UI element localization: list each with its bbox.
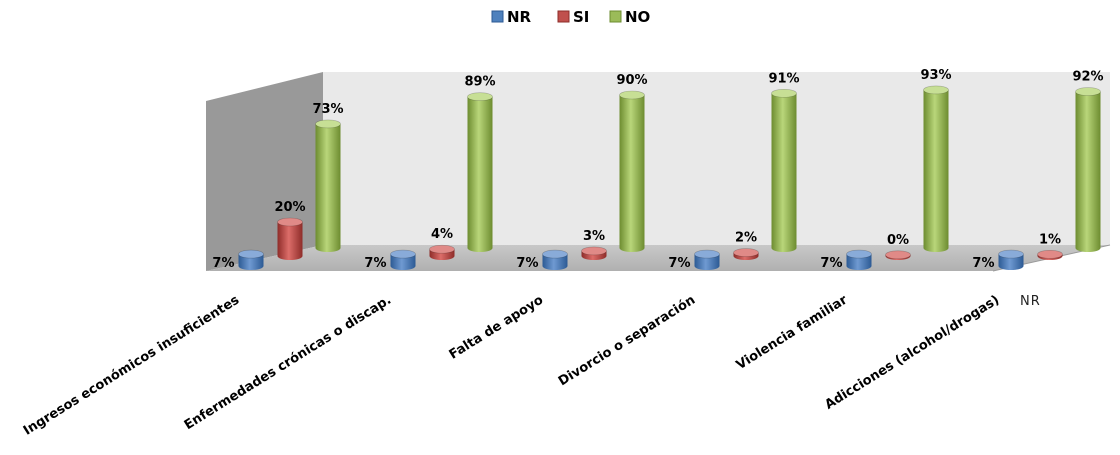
bar-si-5: [1037, 250, 1063, 260]
bar-nr-3: [694, 249, 720, 270]
data-label-si-3: 2%: [735, 231, 757, 246]
legend-label-nr: NR: [507, 8, 532, 26]
category-label-5: Adicciones (alcohol/drogas): [822, 293, 1002, 413]
data-label-no-4: 93%: [920, 68, 951, 83]
bar-nr-0: [238, 249, 264, 270]
bar-top: [998, 249, 1024, 259]
bar-top: [619, 90, 645, 100]
bar-top: [315, 119, 341, 129]
bar-body: [619, 95, 645, 248]
bar-no-4: [923, 85, 949, 252]
data-label-nr-4: 7%: [820, 256, 842, 271]
bar-top: [277, 217, 303, 227]
bar-top: [542, 249, 568, 259]
legend: NR SI NO: [491, 8, 650, 26]
legend-swatch-si: [557, 10, 570, 23]
bar-body: [846, 254, 872, 266]
bar-si-2: [581, 246, 607, 260]
category-label-2: Falta de apoyo: [447, 293, 547, 363]
data-label-nr-0: 7%: [212, 256, 234, 271]
bar-nr-4: [846, 249, 872, 270]
bar-top: [581, 246, 607, 256]
bar-body: [467, 96, 493, 248]
bar-body: [1075, 91, 1101, 248]
bar-no-2: [619, 90, 645, 252]
bar-si-0: [277, 217, 303, 260]
legend-label-si: SI: [573, 8, 589, 26]
back-wall: [323, 72, 1110, 245]
bar-no-0: [315, 119, 341, 252]
bar-top: [733, 248, 759, 257]
data-label-nr-1: 7%: [364, 256, 386, 271]
category-label-4: Violencia familiar: [734, 292, 851, 373]
bar-top: [390, 249, 416, 259]
bar-body: [277, 222, 303, 256]
data-label-no-0: 73%: [312, 102, 343, 117]
bar-si-1: [429, 244, 455, 260]
bar-top: [771, 89, 797, 98]
bar-no-1: [467, 92, 493, 252]
bar-body: [238, 254, 264, 266]
bar-body: [390, 254, 416, 266]
bar-si-4: [885, 250, 911, 260]
depth-axis-label: NR: [1020, 294, 1041, 309]
bar-top: [429, 244, 455, 254]
data-label-si-5: 1%: [1039, 232, 1061, 247]
data-label-no-3: 91%: [768, 71, 799, 86]
data-label-no-2: 90%: [616, 73, 647, 88]
bar-nr-2: [542, 249, 568, 270]
bar-nr-5: [998, 249, 1024, 270]
bar-top: [885, 250, 911, 260]
chart-marks: 73% 20% 7% 89% 4% 7% 90% 3% 7% 91% 2% 7% 93% 0% 7% 92% 1…: [212, 68, 1103, 271]
data-label-si-1: 4%: [431, 227, 453, 242]
bar-no-3: [771, 89, 797, 252]
data-label-nr-5: 7%: [972, 256, 994, 271]
bar-body: [923, 89, 949, 249]
bar-top: [467, 92, 493, 101]
bar-top: [1037, 250, 1063, 259]
data-label-nr-2: 7%: [516, 256, 538, 271]
data-label-si-4: 0%: [887, 233, 909, 248]
bar-nr-1: [390, 249, 416, 270]
bar-no-5: [1075, 87, 1101, 252]
side-wall: [206, 72, 323, 271]
bar-body: [998, 254, 1024, 266]
category-axis: Ingresos económicos insuficientesEnferme…: [21, 292, 1002, 438]
legend-swatch-no: [609, 10, 622, 23]
bar-body: [771, 93, 797, 248]
bar-body: [542, 254, 568, 266]
data-label-nr-3: 7%: [668, 256, 690, 271]
category-label-3: Divorcio o separación: [556, 293, 698, 390]
data-label-si-0: 20%: [274, 200, 305, 215]
bar-top: [846, 249, 872, 259]
bar-si-3: [733, 248, 759, 260]
legend-label-no: NO: [625, 8, 650, 26]
bar-top: [238, 249, 264, 259]
legend-swatch-nr: [491, 10, 504, 23]
bar-body: [694, 254, 720, 266]
bar-top: [923, 85, 949, 95]
bar-top: [1075, 87, 1101, 96]
data-label-no-1: 89%: [464, 75, 495, 90]
bar-body: [315, 123, 341, 248]
data-label-si-2: 3%: [583, 229, 605, 244]
data-label-no-5: 92%: [1072, 70, 1103, 85]
bar-top: [694, 249, 720, 259]
